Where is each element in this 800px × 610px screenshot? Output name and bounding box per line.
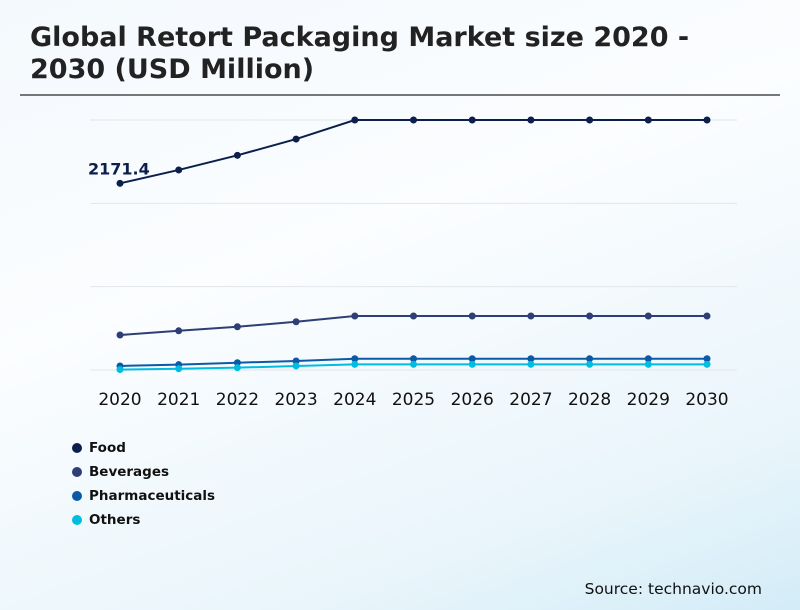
data-point <box>468 360 476 368</box>
title-divider <box>20 94 780 96</box>
x-tick-label: 2029 <box>627 390 670 410</box>
legend-marker <box>72 467 82 477</box>
x-tick-label: 2023 <box>274 390 317 410</box>
data-point <box>116 179 124 187</box>
x-tick-label: 2030 <box>685 390 728 410</box>
data-point <box>351 360 359 368</box>
legend-label: Food <box>89 440 126 456</box>
data-point <box>292 135 300 143</box>
data-point <box>410 312 417 320</box>
data-point <box>175 166 183 174</box>
data-point <box>703 312 711 320</box>
x-tick-label: 2021 <box>157 390 200 410</box>
line-chart: 2020 2021 2022 2023 2024 2025 2026 2027 2028 2029… <box>88 116 737 410</box>
data-point <box>233 323 241 331</box>
data-point <box>703 355 711 363</box>
legend-marker <box>72 443 82 453</box>
legend-marker <box>72 515 82 525</box>
x-tick-label: 2026 <box>451 390 494 410</box>
legend-item-pharmaceuticals: Pharmaceuticals <box>72 484 215 508</box>
data-point <box>586 360 594 368</box>
x-tick-label: 2022 <box>216 390 259 410</box>
data-point <box>703 116 711 124</box>
legend-item-others: Others <box>72 508 215 532</box>
data-point <box>644 116 652 124</box>
legend-marker <box>72 491 82 501</box>
data-point <box>233 151 241 159</box>
data-point <box>644 355 652 363</box>
legend-item-food: Food <box>72 436 215 460</box>
x-tick-label: 2025 <box>392 390 435 410</box>
data-point <box>703 360 711 368</box>
data-point <box>586 355 594 363</box>
data-point <box>351 312 359 320</box>
data-point <box>586 312 594 320</box>
legend-label: Others <box>89 512 141 528</box>
data-point <box>468 355 476 363</box>
data-point <box>116 331 124 339</box>
x-tick-label: 2028 <box>568 390 611 410</box>
data-point <box>292 357 300 365</box>
data-point <box>233 364 241 372</box>
data-point <box>410 355 417 363</box>
data-point <box>175 365 183 373</box>
source-note: Source: technavio.com <box>584 580 762 598</box>
data-point <box>410 360 417 368</box>
x-tick-label: 2024 <box>333 390 376 410</box>
data-point <box>468 116 476 124</box>
series-line-food <box>119 119 707 185</box>
legend: Food Beverages Pharmaceuticals Others <box>72 436 215 532</box>
data-point <box>527 116 535 124</box>
legend-item-beverages: Beverages <box>72 460 215 484</box>
x-tick-label: 2020 <box>98 390 141 410</box>
data-point <box>644 360 652 368</box>
legend-label: Beverages <box>89 464 170 480</box>
data-point <box>351 355 359 363</box>
legend-label: Pharmaceuticals <box>89 488 216 504</box>
data-point <box>292 318 300 326</box>
data-point <box>351 116 359 124</box>
x-tick-label: 2027 <box>509 390 552 410</box>
data-point <box>468 312 476 320</box>
data-point <box>410 116 417 124</box>
data-point <box>292 362 300 370</box>
data-point <box>527 312 535 320</box>
data-point <box>527 355 535 363</box>
chart-title: Global Retort Packaging Market size 2020… <box>30 22 690 85</box>
data-label: 2171.4 <box>88 159 150 178</box>
data-point <box>527 360 535 368</box>
data-point <box>586 116 594 124</box>
data-point <box>116 366 124 374</box>
data-point <box>233 359 241 367</box>
data-point <box>175 327 183 335</box>
data-point <box>644 312 652 320</box>
